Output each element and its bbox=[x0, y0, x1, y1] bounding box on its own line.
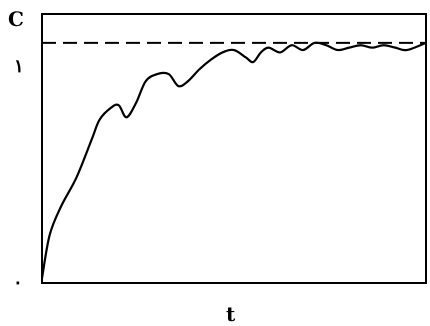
labels-group: C t ١ ٠ bbox=[8, 7, 236, 326]
series-group bbox=[40, 41, 427, 279]
y-tick-label-0: ٠ bbox=[13, 272, 23, 293]
plot-frame bbox=[41, 13, 427, 284]
y-tick-label-1: ١ bbox=[14, 56, 24, 77]
plot-border bbox=[41, 13, 427, 284]
y-axis-label: C bbox=[8, 7, 24, 31]
series-line-0 bbox=[40, 41, 427, 279]
x-axis-label: t bbox=[226, 302, 236, 326]
